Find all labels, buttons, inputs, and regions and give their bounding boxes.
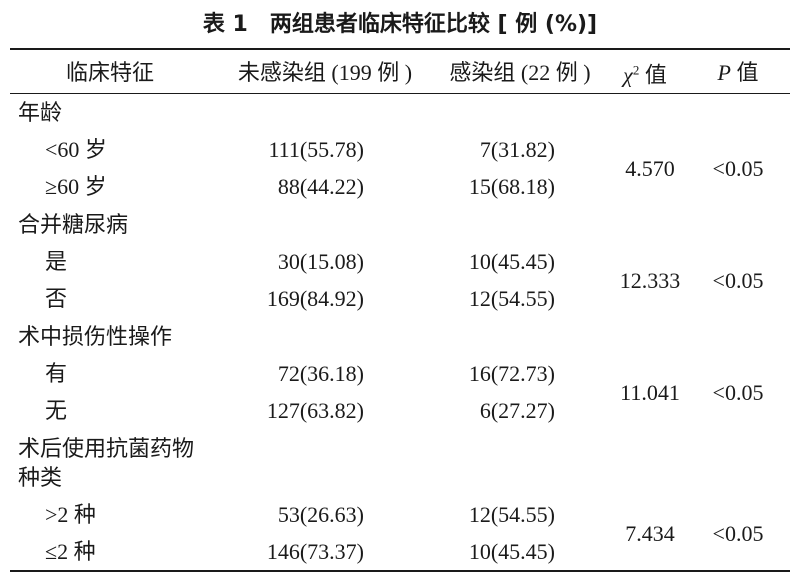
header-cell: 感染组 (22 例 ) — [449, 60, 591, 85]
cell-p: <0.05 — [712, 379, 764, 405]
row-label: 有 — [45, 361, 68, 386]
cell-chi2: 7.434 — [625, 520, 675, 546]
group-label: 术中损伤性操作 — [18, 324, 173, 349]
cell-infected: 15(68.18) — [468, 174, 555, 199]
cell-uninfected: 88(44.22) — [277, 174, 364, 199]
cell-uninfected: 169(84.92) — [266, 286, 364, 311]
row-label: 否 — [45, 286, 68, 311]
cell-p: <0.05 — [712, 155, 764, 181]
cell-uninfected: 53(26.63) — [277, 502, 364, 527]
cell-infected: 10(45.45) — [468, 539, 555, 564]
group-label: 年龄 — [18, 100, 63, 125]
cell-infected: 16(72.73) — [468, 361, 555, 386]
header-cell: 未感染组 (199 例 ) — [237, 60, 413, 85]
header-symbol: P — [717, 60, 731, 85]
cell-uninfected: 146(73.37) — [266, 539, 364, 564]
header-rule — [10, 93, 790, 94]
cell-infected: 7(31.82) — [479, 137, 555, 162]
cell-infected: 6(27.27) — [479, 398, 555, 423]
cell-uninfected: 111(55.78) — [268, 137, 364, 162]
header-suffix: 值 — [736, 60, 759, 85]
row-label: ≤2 种 — [45, 539, 96, 564]
row-label: 是 — [45, 249, 68, 274]
cell-chi2: 12.333 — [619, 267, 681, 293]
group-label: 合并糖尿病 — [18, 212, 129, 237]
header-symbol: χ — [623, 62, 633, 88]
header-suffix: 值 — [644, 62, 667, 88]
row-label: ≥60 岁 — [45, 174, 107, 199]
header-cell: P 值 — [718, 60, 759, 86]
table-title: 表 1 两组患者临床特征比较 [ 例 (%)] — [202, 12, 598, 37]
cell-chi2: 4.570 — [625, 155, 675, 181]
top-rule — [10, 48, 790, 50]
cell-p: <0.05 — [712, 520, 764, 546]
cell-uninfected: 127(63.82) — [266, 398, 364, 423]
header-cell: χ2 值 — [623, 57, 667, 88]
header-cell: 临床特征 — [65, 60, 155, 85]
header-sup: 2 — [632, 62, 640, 78]
cell-chi2: 11.041 — [620, 379, 680, 405]
cell-uninfected: 72(36.18) — [277, 361, 364, 386]
group-label: 种类 — [18, 465, 63, 490]
cell-infected: 12(54.55) — [468, 502, 555, 527]
cell-uninfected: 30(15.08) — [277, 249, 364, 274]
cell-infected: 12(54.55) — [468, 286, 555, 311]
cell-infected: 10(45.45) — [468, 249, 555, 274]
bottom-rule — [10, 570, 790, 572]
group-label: 术后使用抗菌药物 — [18, 436, 195, 461]
cell-p: <0.05 — [712, 267, 764, 293]
row-label: <60 岁 — [45, 137, 107, 162]
row-label: >2 种 — [45, 502, 96, 527]
row-label: 无 — [45, 398, 68, 423]
